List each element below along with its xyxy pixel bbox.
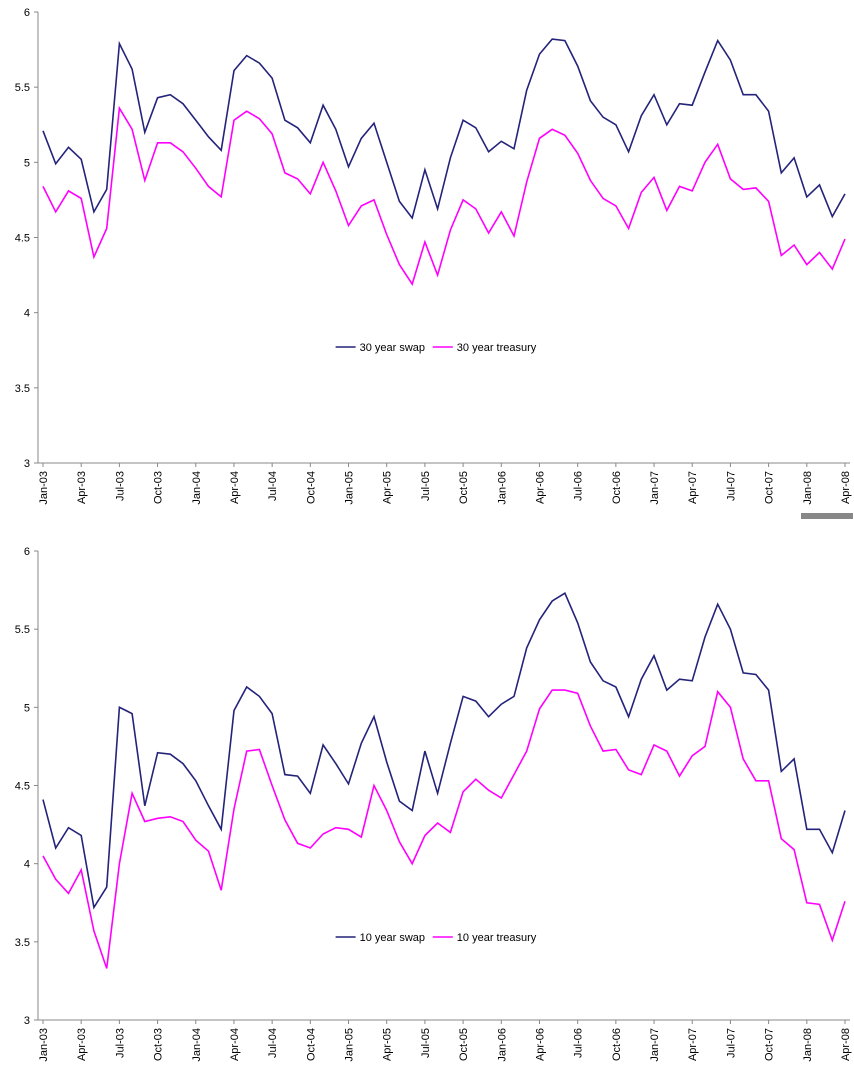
x-tick-label: Oct-05	[458, 1028, 470, 1061]
y-tick-label: 4	[24, 308, 30, 320]
series-line	[42, 592, 846, 910]
x-tick-label: Apr-04	[229, 1028, 241, 1061]
y-tick-label: 6	[24, 7, 30, 19]
legend-label: 30 year swap	[360, 342, 425, 354]
y-tick-label: 4	[24, 859, 30, 871]
x-tick-label: Apr-08	[840, 471, 852, 504]
legend-label: 10 year swap	[360, 932, 425, 944]
x-tick-label: Jul-06	[573, 471, 585, 501]
x-tick-label: Apr-05	[382, 1028, 394, 1061]
x-tick-label: Jan-04	[191, 471, 203, 505]
x-tick-label: Apr-03	[76, 471, 88, 504]
x-tick-label: Jan-04	[191, 1028, 203, 1062]
series-line	[42, 105, 846, 286]
y-tick-label: 3	[24, 458, 30, 470]
x-tick-label: Oct-04	[305, 1028, 317, 1061]
x-tick-label: Oct-06	[611, 471, 623, 504]
x-tick-label: Apr-06	[534, 1028, 546, 1061]
legend-label: 10 year treasury	[457, 932, 537, 944]
x-tick-label: Jul-04	[267, 471, 279, 501]
chart: 3 3.5 4 4.5 5 5.5 6 Jan-03 Apr-03 Jul-03 Oct-03 Jan…	[15, 7, 852, 505]
y-tick-label: 3.5	[15, 937, 30, 949]
y-tick-label: 6	[24, 546, 30, 558]
x-tick-label: Apr-07	[687, 471, 699, 504]
x-tick-label: Jan-03	[38, 471, 50, 505]
chart: 3 3.5 4 4.5 5 5.5 6 Jan-03 Apr-03 Jul-03 Oct-03 Jan…	[15, 546, 852, 1062]
x-tick-label: Apr-08	[840, 1028, 852, 1061]
series-line	[42, 38, 846, 220]
x-tick-label: Oct-06	[611, 1028, 623, 1061]
series-line	[42, 689, 846, 969]
x-tick-label: Jul-05	[420, 471, 432, 501]
scrollbar-thumb	[801, 513, 853, 519]
y-tick-label: 3.5	[15, 383, 30, 395]
x-tick-label: Oct-04	[305, 471, 317, 504]
y-tick-label: 5.5	[15, 82, 30, 94]
y-tick-label: 5	[24, 702, 30, 714]
x-tick-label: Jul-07	[725, 1028, 737, 1058]
x-tick-label: Jan-07	[649, 471, 661, 505]
legend-label: 30 year treasury	[457, 342, 537, 354]
x-tick-label: Jan-06	[496, 1028, 508, 1062]
x-tick-label: Apr-07	[687, 1028, 699, 1061]
x-tick-label: Oct-03	[153, 1028, 165, 1061]
x-tick-label: Jul-07	[725, 471, 737, 501]
x-tick-label: Oct-03	[153, 471, 165, 504]
x-tick-label: Oct-07	[764, 1028, 776, 1061]
x-tick-label: Jul-04	[267, 1028, 279, 1058]
y-tick-label: 5	[24, 157, 30, 169]
x-tick-label: Jan-07	[649, 1028, 661, 1062]
x-tick-label: Apr-03	[76, 1028, 88, 1061]
x-tick-label: Jan-08	[802, 1028, 814, 1062]
x-tick-label: Jan-06	[496, 471, 508, 505]
y-tick-label: 4.5	[15, 781, 30, 793]
x-tick-label: Apr-04	[229, 471, 241, 504]
y-tick-label: 5.5	[15, 624, 30, 636]
x-tick-label: Jul-03	[114, 471, 126, 501]
legend: 10 year swap 10 year treasury	[335, 932, 537, 944]
x-tick-label: Jan-03	[38, 1028, 50, 1062]
x-tick-label: Apr-06	[534, 471, 546, 504]
y-tick-label: 4.5	[15, 233, 30, 245]
x-tick-label: Oct-05	[458, 471, 470, 504]
y-tick-label: 3	[24, 1015, 30, 1027]
x-tick-label: Jan-05	[344, 1028, 356, 1062]
x-tick-label: Apr-05	[382, 471, 394, 504]
x-tick-label: Jul-03	[114, 1028, 126, 1058]
x-tick-label: Oct-07	[764, 471, 776, 504]
x-tick-label: Jan-08	[802, 471, 814, 505]
x-tick-label: Jul-06	[573, 1028, 585, 1058]
legend: 30 year swap 30 year treasury	[335, 342, 537, 354]
x-tick-label: Jul-05	[420, 1028, 432, 1058]
x-tick-label: Jan-05	[344, 471, 356, 505]
